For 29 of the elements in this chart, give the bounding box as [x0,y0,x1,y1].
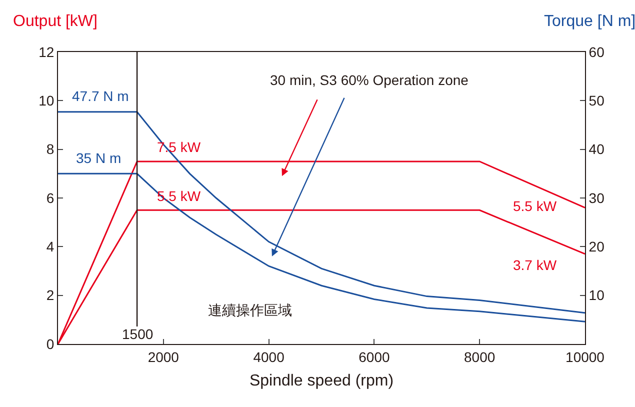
x-axis-title: Spindle speed (rpm) [249,372,394,390]
y2-tick-label: 60 [588,44,605,60]
y-tick-label: 2 [46,287,54,304]
x-tick-label: 4000 [253,348,285,365]
y-tick-label: 8 [46,141,54,158]
x-tick-label: 2000 [148,348,180,365]
y2-tick-label: 40 [588,141,605,158]
annotation: 3.7 kW [513,257,558,273]
y-tick-label: 6 [46,190,54,206]
line-series [58,172,585,322]
y-tick-label: 0 [46,336,54,352]
y2-axis-title: Torque [N m] [544,13,635,30]
ref-line-label: 1500 [122,326,154,342]
y2-tick-label: 10 [588,287,605,304]
y-tick-label: 12 [38,44,54,60]
annotation: 5.5 kW [513,198,558,214]
y2-tick-label: 20 [588,238,605,255]
y-tick-label: 4 [46,238,54,255]
annotation: 30 min, S3 60% Operation zone [270,72,469,88]
y2-tick-label: 50 [588,92,605,109]
annotation: 35 N m [76,150,122,166]
annotation: 47.7 N m [72,88,129,104]
annotation: 連續操作區域 [208,302,292,318]
y-axis-title: Output [kW] [13,13,98,30]
y-tick-label: 10 [38,92,54,109]
x-tick-label: 8000 [464,348,496,365]
x-tick-label: 6000 [358,348,390,365]
x-tick-label: 10000 [566,348,605,365]
y2-tick-label: 30 [588,190,605,206]
